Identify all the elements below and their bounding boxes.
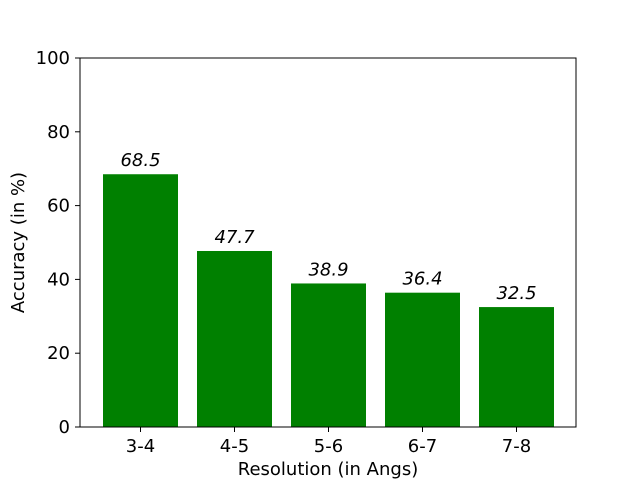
y-axis-title: Accuracy (in %) (8, 172, 29, 313)
ticks-layer: 3-4 4-5 5-6 6-7 7-8 0 20 40 60 80 100 (36, 48, 532, 457)
data-label-7-8: 32.5 (496, 283, 536, 304)
bar-4-5 (197, 250, 272, 427)
bar-5-6 (291, 283, 366, 427)
y-tick-label-100: 100 (36, 48, 70, 69)
x-tick-label-3-4: 3-4 (126, 436, 155, 457)
y-tick-label-0: 0 (59, 417, 70, 438)
bar-7-8 (479, 307, 554, 427)
bar-3-4 (103, 174, 178, 427)
bars-layer: 68.5 47.7 38.9 36.4 32.5 (103, 150, 554, 427)
plot-frame (79, 57, 577, 428)
data-label-3-4: 68.5 (120, 150, 160, 171)
x-axis-title: Resolution (in Angs) (238, 459, 418, 480)
y-tick-label-80: 80 (47, 122, 70, 143)
y-tick-label-20: 20 (47, 343, 70, 364)
data-label-4-5: 47.7 (214, 227, 255, 248)
data-label-5-6: 38.9 (308, 259, 348, 280)
x-tick-label-4-5: 4-5 (220, 436, 249, 457)
y-tick-label-60: 60 (47, 196, 70, 217)
x-tick-label-5-6: 5-6 (314, 436, 343, 457)
x-tick-label-6-7: 6-7 (408, 436, 437, 457)
bar-6-7 (385, 292, 460, 427)
x-tick-label-7-8: 7-8 (502, 436, 531, 457)
data-label-6-7: 36.4 (402, 269, 442, 290)
y-tick-label-40: 40 (47, 269, 70, 290)
